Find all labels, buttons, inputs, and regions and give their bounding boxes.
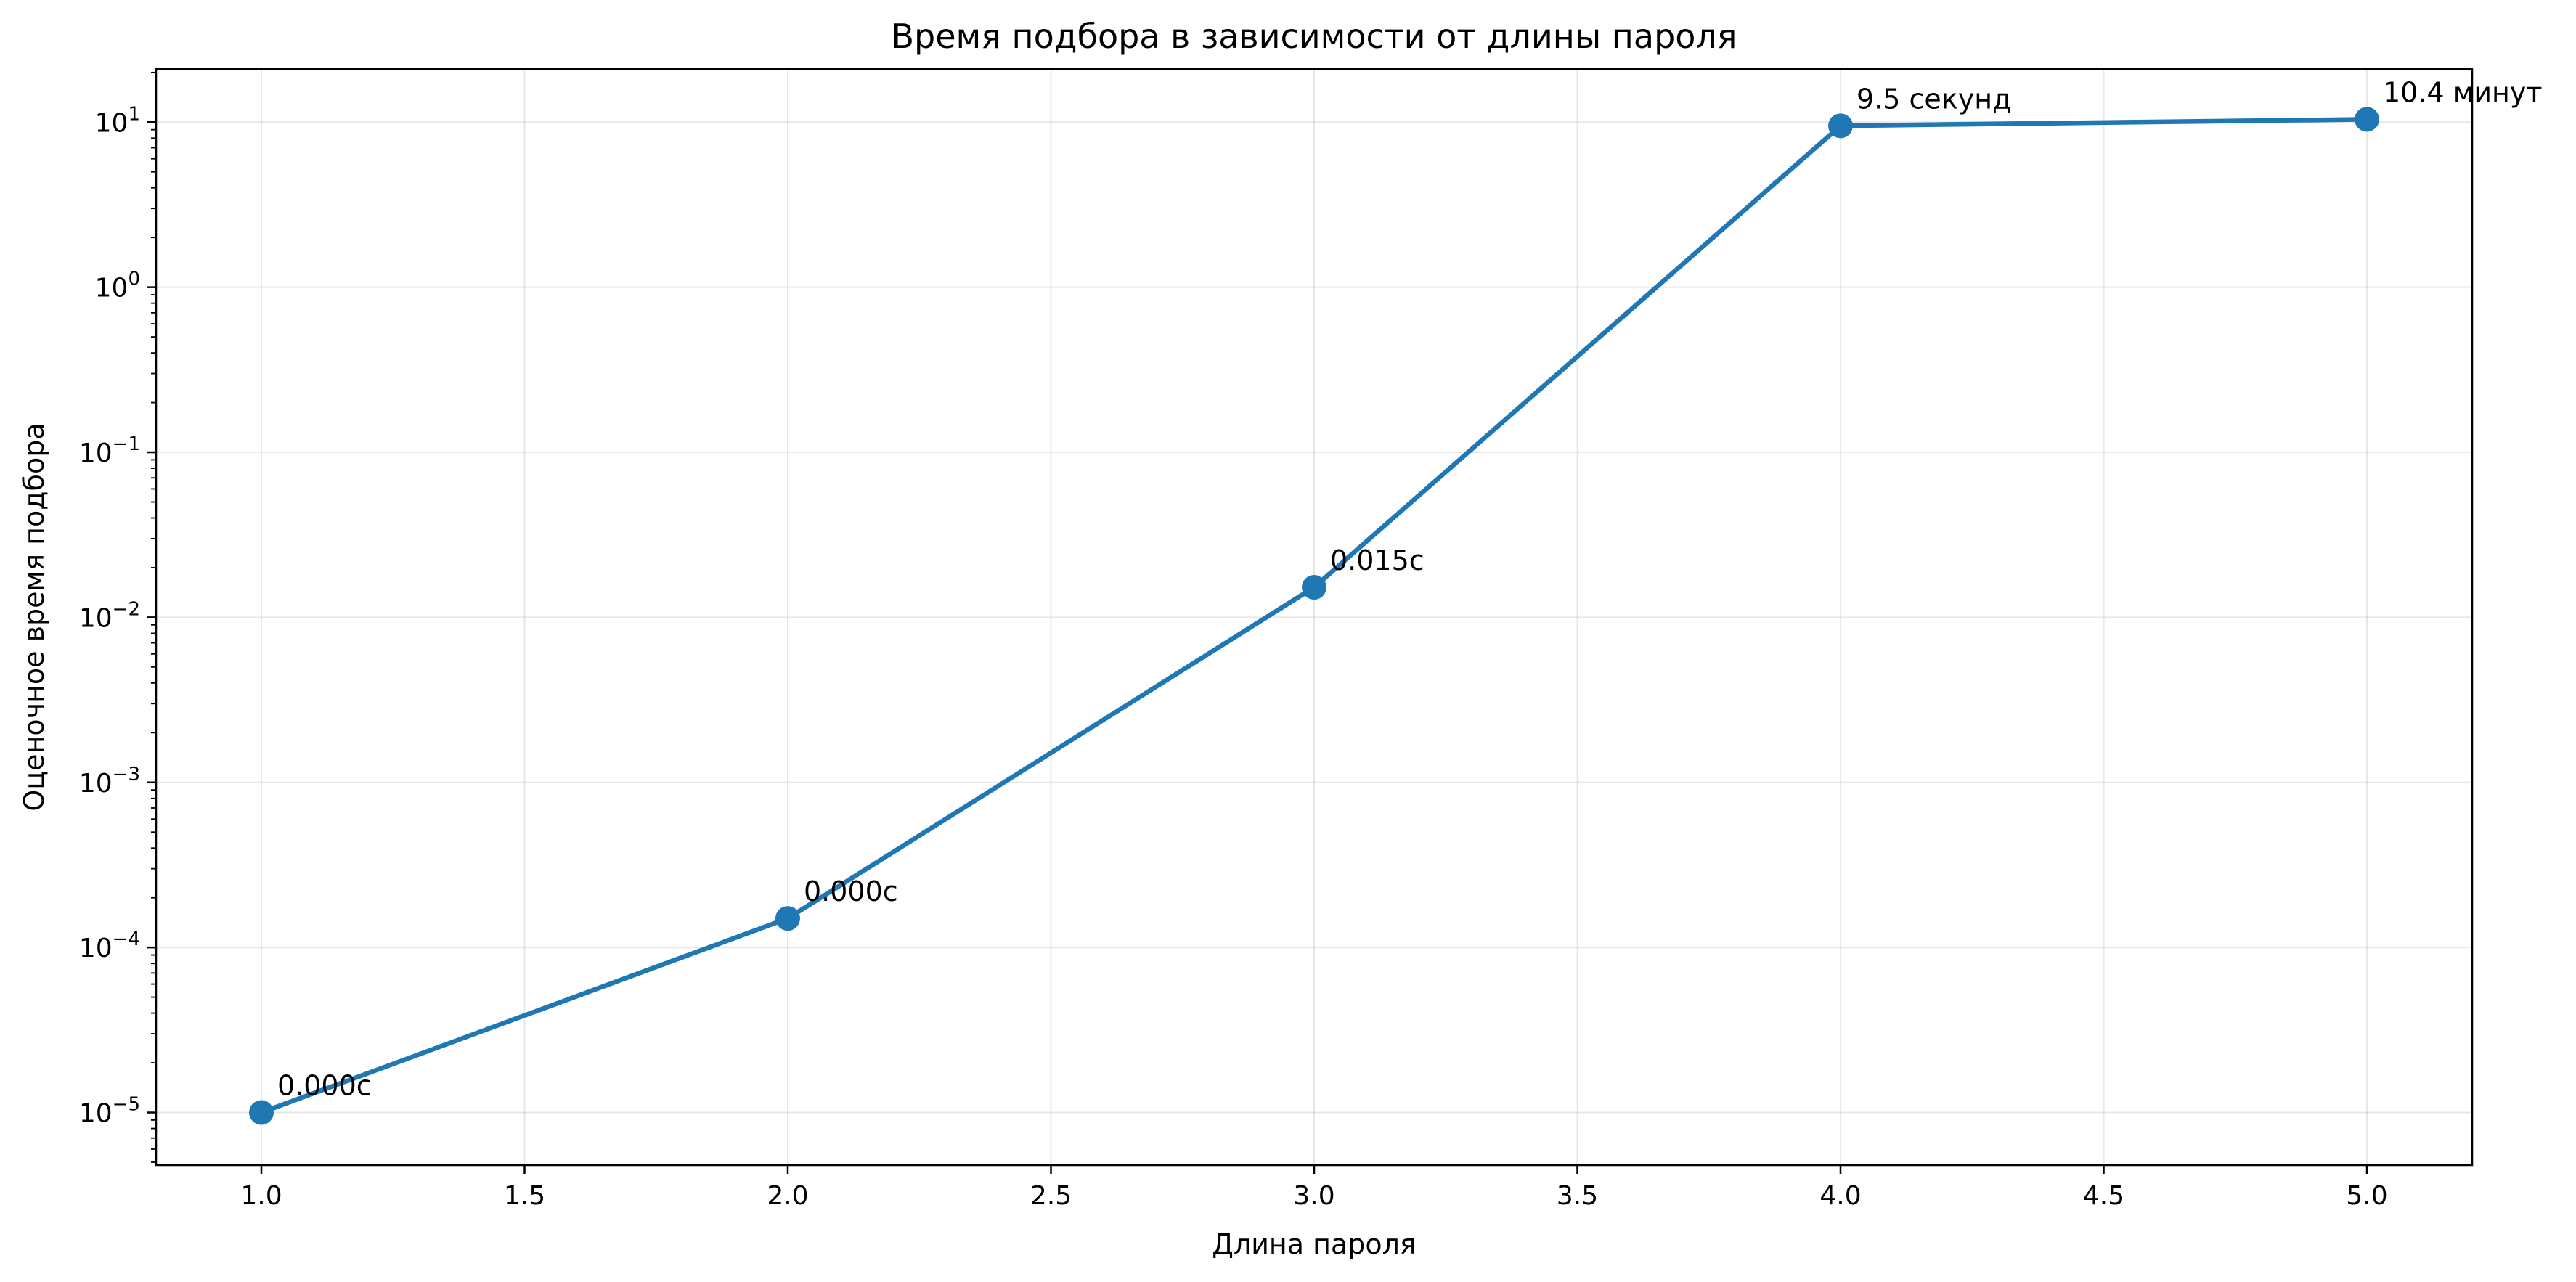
data-label: 9.5 секунд (1856, 83, 2011, 115)
x-tick-label: 1.0 (240, 1181, 282, 1211)
data-label: 0.000с (804, 875, 898, 907)
y-tick-label: 10−2 (79, 598, 140, 633)
x-tick-label: 3.5 (1557, 1181, 1598, 1211)
series-layer: 0.000с 0.000с 0.015с 9.5 секунд 10.4 минут (249, 76, 2543, 1125)
data-point (775, 906, 800, 931)
y-tick-label: 10−3 (79, 764, 140, 799)
x-tick-label: 2.5 (1030, 1181, 1072, 1211)
x-tick-label: 4.0 (1819, 1181, 1861, 1211)
y-tick-label: 10−1 (79, 433, 140, 468)
data-label: 10.4 минут (2383, 76, 2543, 108)
y-tick-label: 100 (95, 269, 140, 303)
data-point (1302, 575, 1326, 600)
data-label: 0.015с (1330, 544, 1424, 576)
data-point (1828, 113, 1853, 139)
x-tick-label: 4.5 (2083, 1181, 2124, 1211)
y-tick-label: 10−5 (79, 1094, 140, 1129)
data-point (2355, 107, 2379, 132)
x-tick-label: 1.5 (504, 1181, 545, 1211)
grid-lines (156, 69, 2472, 1165)
axis-ticks: 1.0 1.5 2.0 2.5 3.0 3.5 4.0 4.5 5.0 10−5 10−4 10−3 1… (79, 71, 2388, 1211)
x-axis-label: Длина пароля (1212, 1228, 1417, 1260)
x-tick-label: 5.0 (2346, 1181, 2387, 1211)
x-tick-label: 3.0 (1293, 1181, 1334, 1211)
data-point (249, 1100, 274, 1125)
chart-title: Время подбора в зависимости от длины пар… (892, 17, 1737, 56)
x-tick-label: 2.0 (767, 1181, 808, 1211)
y-axis-label: Оценочное время подбора (18, 422, 50, 811)
y-tick-label: 10−4 (79, 928, 140, 963)
y-tick-label: 101 (95, 103, 140, 138)
data-label: 0.000с (277, 1070, 372, 1102)
